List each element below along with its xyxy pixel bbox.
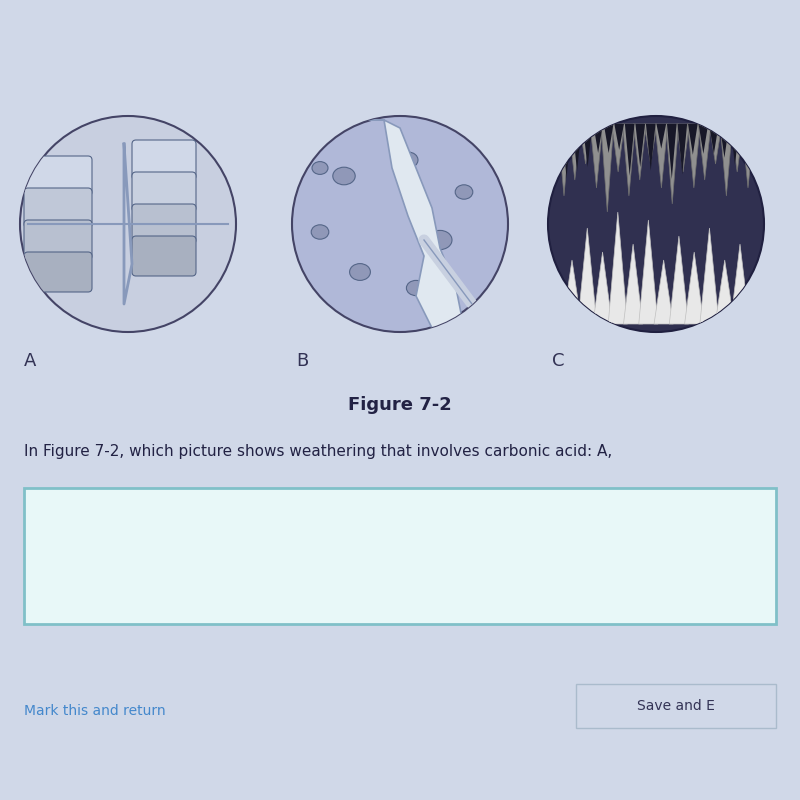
- Polygon shape: [638, 220, 658, 324]
- Polygon shape: [622, 124, 635, 196]
- Ellipse shape: [398, 152, 418, 168]
- Text: A: A: [24, 352, 36, 370]
- Polygon shape: [709, 124, 718, 154]
- Polygon shape: [700, 228, 719, 324]
- Polygon shape: [709, 124, 722, 164]
- FancyBboxPatch shape: [132, 172, 196, 212]
- Ellipse shape: [350, 264, 370, 281]
- Ellipse shape: [428, 230, 452, 250]
- Polygon shape: [623, 244, 642, 324]
- Polygon shape: [751, 124, 761, 158]
- Text: B: B: [296, 352, 308, 370]
- FancyBboxPatch shape: [132, 204, 196, 244]
- Polygon shape: [590, 124, 603, 188]
- Polygon shape: [666, 124, 678, 204]
- Ellipse shape: [311, 225, 329, 239]
- Polygon shape: [646, 124, 655, 170]
- Polygon shape: [614, 124, 624, 150]
- FancyBboxPatch shape: [132, 236, 196, 276]
- Polygon shape: [569, 124, 582, 180]
- Polygon shape: [625, 124, 634, 176]
- Polygon shape: [730, 244, 750, 324]
- Polygon shape: [685, 252, 704, 324]
- Polygon shape: [634, 124, 646, 180]
- Polygon shape: [594, 124, 603, 153]
- Circle shape: [20, 116, 236, 332]
- Polygon shape: [579, 124, 592, 164]
- Polygon shape: [593, 252, 612, 324]
- Polygon shape: [562, 260, 582, 324]
- Polygon shape: [678, 124, 687, 174]
- Polygon shape: [698, 124, 711, 180]
- FancyBboxPatch shape: [24, 252, 92, 292]
- Polygon shape: [644, 124, 657, 164]
- Polygon shape: [562, 124, 571, 178]
- Polygon shape: [720, 124, 730, 158]
- Polygon shape: [572, 124, 582, 171]
- Polygon shape: [730, 124, 740, 165]
- Text: Mark this and return: Mark this and return: [24, 704, 166, 718]
- Polygon shape: [720, 124, 733, 196]
- FancyBboxPatch shape: [576, 684, 776, 728]
- Polygon shape: [604, 124, 614, 153]
- Polygon shape: [601, 124, 614, 212]
- Polygon shape: [608, 212, 627, 324]
- Polygon shape: [715, 260, 734, 324]
- Ellipse shape: [406, 280, 426, 296]
- Circle shape: [548, 116, 764, 332]
- Circle shape: [292, 116, 508, 332]
- Polygon shape: [677, 124, 690, 172]
- Text: Figure 7-2: Figure 7-2: [348, 396, 452, 414]
- Polygon shape: [352, 120, 464, 328]
- Polygon shape: [730, 124, 743, 172]
- Ellipse shape: [312, 162, 328, 174]
- Ellipse shape: [455, 185, 473, 199]
- FancyBboxPatch shape: [24, 220, 92, 260]
- Polygon shape: [742, 124, 754, 188]
- Text: C: C: [552, 352, 565, 370]
- Polygon shape: [582, 124, 592, 167]
- Polygon shape: [654, 260, 674, 324]
- FancyBboxPatch shape: [24, 156, 92, 196]
- Polygon shape: [688, 124, 698, 154]
- Polygon shape: [698, 124, 708, 154]
- Polygon shape: [687, 124, 700, 188]
- Polygon shape: [635, 124, 645, 167]
- FancyBboxPatch shape: [132, 140, 196, 180]
- Polygon shape: [551, 124, 561, 160]
- Text: In Figure 7-2, which picture shows weathering that involves carbonic acid: A,: In Figure 7-2, which picture shows weath…: [24, 444, 612, 459]
- Text: Save and E: Save and E: [637, 699, 715, 714]
- Polygon shape: [741, 124, 750, 162]
- Polygon shape: [657, 124, 666, 149]
- Polygon shape: [578, 228, 597, 324]
- Ellipse shape: [333, 167, 355, 185]
- Polygon shape: [558, 124, 570, 196]
- Polygon shape: [655, 124, 668, 188]
- Polygon shape: [612, 124, 625, 172]
- FancyBboxPatch shape: [24, 488, 776, 624]
- FancyBboxPatch shape: [24, 188, 92, 228]
- Polygon shape: [667, 124, 677, 179]
- Polygon shape: [670, 236, 689, 324]
